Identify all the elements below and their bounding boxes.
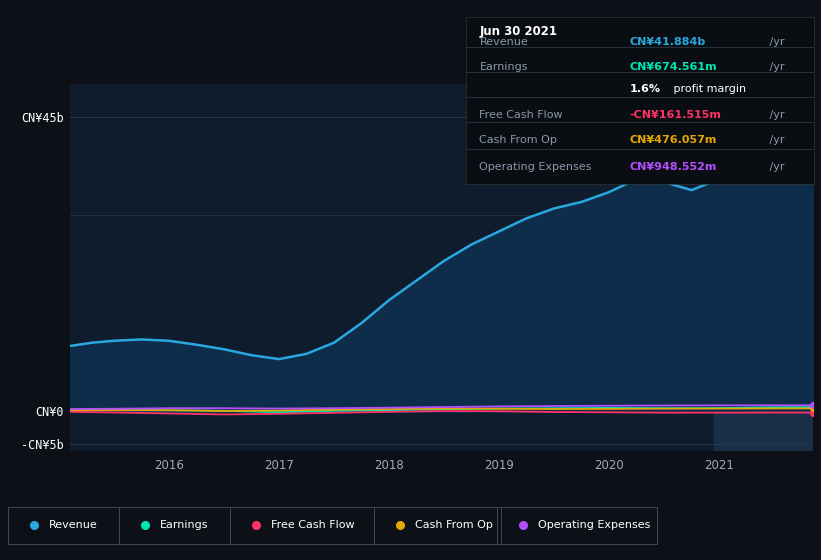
Text: CN¥948.552m: CN¥948.552m [630, 162, 717, 172]
Text: Free Cash Flow: Free Cash Flow [479, 110, 563, 120]
Text: /yr: /yr [766, 37, 784, 47]
Text: Operating Expenses: Operating Expenses [479, 162, 592, 172]
Text: /yr: /yr [766, 110, 784, 120]
Text: CN¥476.057m: CN¥476.057m [630, 136, 717, 145]
Text: /yr: /yr [766, 136, 784, 145]
Text: /yr: /yr [766, 62, 784, 72]
Text: Cash From Op: Cash From Op [415, 520, 493, 530]
Text: Operating Expenses: Operating Expenses [538, 520, 650, 530]
Text: /yr: /yr [766, 162, 784, 172]
Text: 1.6%: 1.6% [630, 83, 661, 94]
Bar [713, 84, 813, 451]
Text: -CN¥161.515m: -CN¥161.515m [630, 110, 722, 120]
Text: CN¥41.884b: CN¥41.884b [630, 37, 706, 47]
Text: Jun 30 2021: Jun 30 2021 [479, 25, 557, 38]
Text: Revenue: Revenue [479, 37, 528, 47]
Text: Earnings: Earnings [479, 62, 528, 72]
Text: CN¥674.561m: CN¥674.561m [630, 62, 717, 72]
Text: Free Cash Flow: Free Cash Flow [271, 520, 355, 530]
Text: Cash From Op: Cash From Op [479, 136, 557, 145]
Text: Earnings: Earnings [160, 520, 209, 530]
Text: profit margin: profit margin [670, 83, 745, 94]
Text: Revenue: Revenue [49, 520, 98, 530]
